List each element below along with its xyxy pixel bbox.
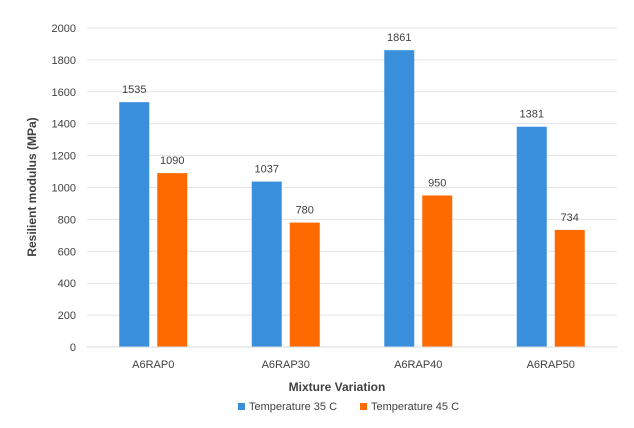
data-label: 950	[428, 177, 446, 189]
legend-swatch	[360, 403, 367, 410]
x-axis-title: Mixture Variation	[289, 380, 386, 394]
data-label: 1861	[387, 32, 411, 44]
bars	[119, 50, 585, 347]
y-axis-title: Resilient modulus (MPa)	[25, 117, 39, 256]
bar-a6rap50-series-1	[516, 126, 547, 347]
legend-label: Temperature 35 C	[249, 401, 337, 413]
data-label: 1090	[160, 155, 184, 167]
y-tick-label: 1000	[52, 183, 76, 195]
x-tick-label: A6RAP30	[262, 359, 310, 371]
y-tick-label: 600	[58, 246, 76, 258]
legend-label: Temperature 45 C	[371, 401, 459, 413]
x-tick-label: A6RAP0	[132, 359, 174, 371]
y-tick-label: 2000	[52, 23, 76, 35]
data-label: 1037	[255, 164, 279, 176]
bar-a6rap40-series-2	[422, 195, 453, 347]
data-labels: 1535 1090 1037 780 1861 950 1381 734	[122, 32, 579, 224]
y-axis-ticks: 0 200 400 600 800 1000 1200 1400 1600 1800 2000	[52, 23, 76, 354]
bar-a6rap40-series-1	[384, 50, 415, 347]
y-tick-label: 200	[58, 310, 76, 322]
x-tick-label: A6RAP40	[394, 359, 442, 371]
data-label: 1381	[520, 109, 544, 121]
data-label: 780	[296, 205, 314, 217]
bar-a6rap50-series-2	[554, 229, 585, 347]
bar-a6rap0-series-1	[119, 102, 150, 347]
bar-a6rap30-series-1	[251, 181, 282, 347]
x-axis-ticks: A6RAP0 A6RAP30 A6RAP40 A6RAP50	[132, 359, 575, 371]
bar-a6rap30-series-2	[289, 222, 320, 347]
legend-swatch	[238, 403, 245, 410]
y-tick-label: 400	[58, 278, 76, 290]
y-tick-label: 800	[58, 214, 76, 226]
legend: Temperature 35 C Temperature 45 C	[238, 401, 459, 413]
y-tick-label: 1600	[52, 87, 76, 99]
y-tick-label: 1400	[52, 119, 76, 131]
x-tick-label: A6RAP50	[527, 359, 575, 371]
y-tick-label: 0	[70, 342, 76, 354]
y-tick-label: 1200	[52, 151, 76, 163]
data-label: 1535	[122, 84, 146, 96]
data-label: 734	[561, 212, 579, 224]
bar-a6rap0-series-2	[157, 173, 188, 347]
y-tick-label: 1800	[52, 55, 76, 67]
